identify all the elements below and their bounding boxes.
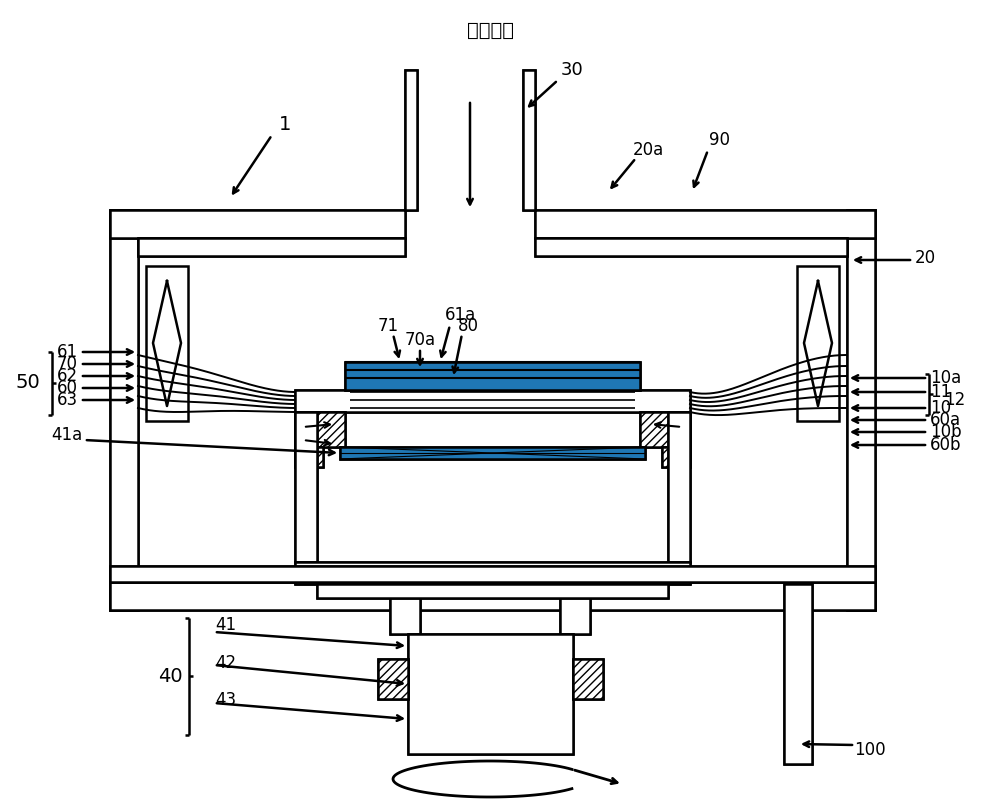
Bar (110, 210, 405, 238)
Text: 71: 71 (377, 317, 399, 335)
Bar (668, 412, 690, 562)
Bar (535, 238, 847, 256)
Bar (295, 390, 690, 412)
Text: 反应气体: 反应气体 (466, 21, 514, 39)
Text: 10b: 10b (930, 423, 962, 441)
Bar (295, 412, 345, 447)
Bar (668, 412, 690, 562)
Text: 12: 12 (944, 391, 965, 409)
Text: 42: 42 (215, 654, 236, 672)
Bar (535, 210, 875, 238)
Bar (295, 412, 345, 447)
Bar (295, 412, 317, 562)
Bar (847, 210, 875, 610)
Text: 90: 90 (710, 131, 730, 149)
Bar (110, 210, 405, 238)
Text: 10: 10 (930, 399, 951, 417)
Text: 20: 20 (915, 249, 936, 267)
Bar (408, 634, 573, 754)
Text: 60: 60 (57, 379, 78, 397)
Bar (390, 584, 420, 634)
Bar (640, 412, 690, 447)
Bar (640, 412, 690, 447)
Text: 41a: 41a (51, 426, 82, 444)
Bar (523, 70, 535, 210)
Text: 100: 100 (854, 741, 886, 759)
Text: 41: 41 (215, 616, 236, 634)
Text: 30: 30 (561, 61, 583, 79)
Bar (110, 210, 138, 610)
Bar (110, 566, 875, 582)
Text: 63: 63 (57, 391, 78, 409)
Bar (110, 582, 875, 610)
Bar (405, 70, 417, 210)
Bar (847, 210, 875, 610)
Bar (317, 584, 668, 598)
Bar (535, 210, 875, 238)
Bar (110, 582, 875, 610)
Text: 20a: 20a (632, 141, 664, 159)
Bar (662, 447, 690, 467)
Text: 80: 80 (458, 317, 479, 335)
Bar (573, 659, 603, 699)
Bar (138, 238, 405, 256)
Bar (110, 210, 138, 610)
Bar (662, 447, 690, 467)
Bar (110, 566, 875, 582)
Bar (295, 412, 317, 562)
Bar (295, 562, 690, 584)
Bar (345, 362, 640, 390)
Bar (340, 447, 645, 459)
Bar (560, 584, 590, 634)
Bar (784, 584, 812, 764)
Bar (345, 362, 640, 390)
Text: 70a: 70a (404, 331, 436, 349)
Bar (378, 659, 408, 699)
Text: 62: 62 (57, 367, 78, 385)
Text: 61: 61 (57, 343, 78, 361)
Bar (523, 70, 535, 210)
Bar (573, 659, 603, 699)
Text: 60a: 60a (930, 411, 961, 429)
Text: 70: 70 (57, 355, 78, 373)
Bar (295, 562, 690, 584)
Bar (295, 447, 323, 467)
Bar (797, 266, 839, 421)
Text: 1: 1 (279, 115, 291, 135)
Text: 60b: 60b (930, 436, 962, 454)
Bar (560, 584, 590, 634)
Bar (535, 238, 847, 256)
Bar (317, 584, 668, 598)
Bar (378, 659, 408, 699)
Bar (408, 634, 573, 754)
Bar (340, 447, 645, 459)
Text: 43: 43 (215, 691, 236, 709)
Text: 10a: 10a (930, 369, 961, 387)
Bar (138, 238, 405, 256)
Bar (784, 584, 812, 764)
Bar (295, 447, 323, 467)
Bar (295, 390, 690, 412)
Text: 50: 50 (16, 374, 40, 392)
Text: 40: 40 (158, 666, 182, 686)
Bar (405, 70, 417, 210)
Text: 61a: 61a (444, 306, 476, 324)
Bar (390, 584, 420, 634)
Text: 11: 11 (930, 383, 951, 401)
Bar (146, 266, 188, 421)
